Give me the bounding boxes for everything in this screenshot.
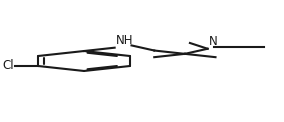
Text: N: N	[209, 35, 218, 48]
Text: Cl: Cl	[2, 60, 14, 72]
Text: NH: NH	[116, 34, 133, 47]
